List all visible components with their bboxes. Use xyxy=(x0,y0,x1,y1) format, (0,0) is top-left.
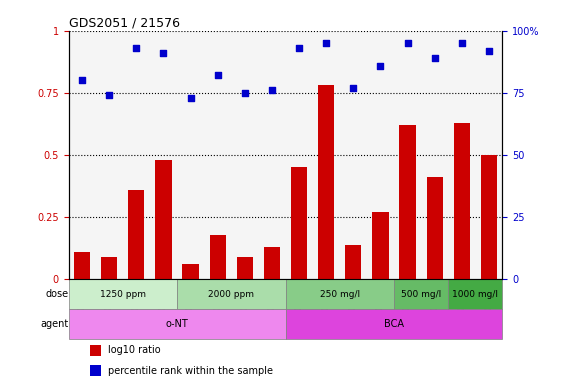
Point xyxy=(213,73,222,79)
Point xyxy=(104,92,114,98)
Point xyxy=(376,63,385,69)
Bar xyxy=(318,85,335,279)
Bar xyxy=(481,155,497,279)
Point xyxy=(484,48,493,54)
Point xyxy=(267,87,276,93)
Text: dose: dose xyxy=(46,289,69,299)
Text: BCA: BCA xyxy=(384,319,404,329)
Bar xyxy=(155,160,172,279)
Bar xyxy=(345,245,361,279)
Point xyxy=(78,77,87,83)
FancyBboxPatch shape xyxy=(177,279,286,309)
Bar xyxy=(74,252,90,279)
Point xyxy=(132,45,141,51)
Bar xyxy=(372,212,389,279)
Point xyxy=(457,40,467,46)
Point xyxy=(403,40,412,46)
Bar xyxy=(427,177,443,279)
Bar xyxy=(90,365,101,376)
Text: 2000 ppm: 2000 ppm xyxy=(208,290,254,299)
Bar xyxy=(183,265,199,279)
FancyBboxPatch shape xyxy=(286,279,394,309)
Text: 250 mg/l: 250 mg/l xyxy=(320,290,360,299)
Bar xyxy=(237,257,253,279)
Bar xyxy=(101,257,118,279)
Bar xyxy=(210,235,226,279)
Text: GDS2051 / 21576: GDS2051 / 21576 xyxy=(69,17,179,30)
Text: 500 mg/l: 500 mg/l xyxy=(401,290,441,299)
Text: 1000 mg/l: 1000 mg/l xyxy=(452,290,498,299)
Bar xyxy=(291,167,307,279)
Point xyxy=(349,85,358,91)
Text: agent: agent xyxy=(41,319,69,329)
Text: percentile rank within the sample: percentile rank within the sample xyxy=(107,366,272,376)
FancyBboxPatch shape xyxy=(69,309,286,339)
FancyBboxPatch shape xyxy=(69,279,177,309)
Bar xyxy=(400,125,416,279)
Bar xyxy=(90,344,101,356)
Point xyxy=(159,50,168,56)
Bar xyxy=(264,247,280,279)
Bar xyxy=(454,123,470,279)
Bar xyxy=(128,190,144,279)
Point xyxy=(321,40,331,46)
FancyBboxPatch shape xyxy=(394,279,448,309)
Point xyxy=(295,45,304,51)
FancyBboxPatch shape xyxy=(448,279,502,309)
Point xyxy=(430,55,439,61)
Text: o-NT: o-NT xyxy=(166,319,188,329)
FancyBboxPatch shape xyxy=(286,309,502,339)
Text: 1250 ppm: 1250 ppm xyxy=(100,290,146,299)
Text: log10 ratio: log10 ratio xyxy=(107,345,160,355)
Point xyxy=(186,95,195,101)
Point xyxy=(240,90,250,96)
